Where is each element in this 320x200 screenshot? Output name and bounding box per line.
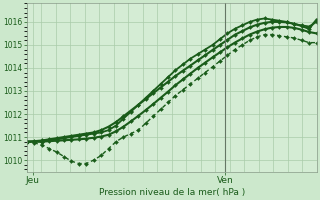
X-axis label: Pression niveau de la mer( hPa ): Pression niveau de la mer( hPa )	[99, 188, 245, 197]
